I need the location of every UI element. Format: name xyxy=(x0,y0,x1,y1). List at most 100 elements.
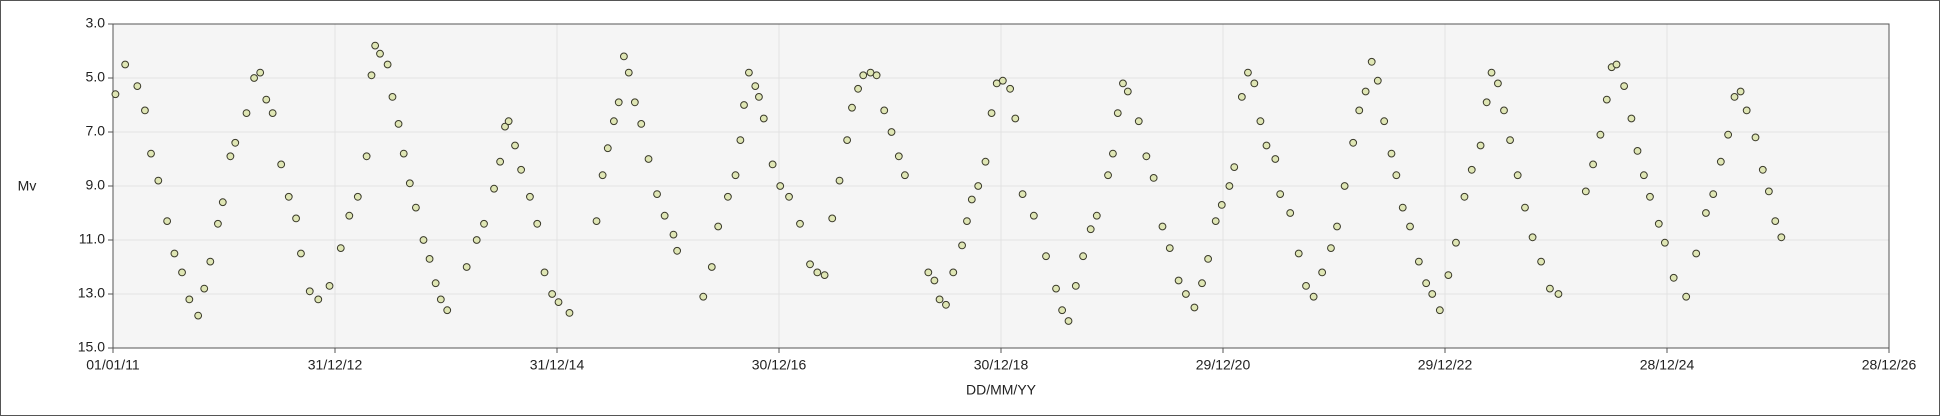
point xyxy=(242,109,251,117)
point xyxy=(894,152,903,161)
point xyxy=(1079,252,1088,261)
point xyxy=(1134,117,1143,126)
x-tick-label: 01/01/11 xyxy=(86,357,140,373)
point xyxy=(1669,273,1678,282)
point xyxy=(1302,282,1310,290)
point xyxy=(411,203,420,212)
point xyxy=(1537,257,1545,266)
point xyxy=(170,249,179,258)
point xyxy=(121,60,130,69)
point xyxy=(194,311,203,320)
point xyxy=(443,306,452,315)
point xyxy=(1225,182,1234,190)
point xyxy=(292,214,300,223)
point xyxy=(1198,279,1206,288)
x-tick-label: 28/12/24 xyxy=(1640,357,1695,373)
point xyxy=(490,184,498,193)
point xyxy=(231,138,240,147)
point xyxy=(540,268,549,277)
point xyxy=(1758,165,1767,174)
point xyxy=(828,214,837,223)
point xyxy=(744,68,753,77)
point xyxy=(603,144,612,153)
point xyxy=(1554,290,1563,298)
point xyxy=(1736,87,1745,96)
point xyxy=(768,160,777,169)
x-tick-label: 30/12/18 xyxy=(974,357,1029,373)
point xyxy=(376,49,384,58)
point xyxy=(653,190,661,199)
point xyxy=(755,93,763,101)
point xyxy=(436,295,445,304)
point xyxy=(383,60,392,69)
point xyxy=(305,287,314,296)
point xyxy=(218,198,227,207)
point xyxy=(1646,192,1654,201)
point xyxy=(1011,114,1020,123)
point xyxy=(371,41,380,50)
point xyxy=(1428,290,1437,298)
point xyxy=(256,68,265,77)
point xyxy=(1327,244,1335,253)
point xyxy=(472,236,481,244)
point xyxy=(1751,133,1760,142)
point xyxy=(1654,219,1663,228)
point xyxy=(1612,60,1621,69)
point xyxy=(345,211,354,220)
point xyxy=(1361,87,1370,96)
point xyxy=(1286,209,1295,217)
point xyxy=(1071,282,1080,290)
point xyxy=(185,295,194,304)
point xyxy=(1692,249,1701,258)
point xyxy=(1158,222,1167,231)
point xyxy=(736,136,745,145)
point xyxy=(250,74,259,82)
point xyxy=(419,236,428,244)
point xyxy=(431,279,440,288)
point xyxy=(1355,106,1364,115)
point xyxy=(1119,79,1127,88)
point xyxy=(751,82,760,90)
point xyxy=(480,219,488,228)
point xyxy=(1764,187,1773,196)
point xyxy=(1422,279,1431,288)
x-axis-label: DD/MM/YY xyxy=(966,382,1037,398)
point xyxy=(981,157,990,166)
point xyxy=(367,71,376,80)
point xyxy=(1250,79,1259,88)
x-tick-label: 31/12/14 xyxy=(530,357,585,373)
point xyxy=(517,165,526,174)
y-tick-label: 3.0 xyxy=(86,15,106,31)
point xyxy=(974,182,983,190)
point xyxy=(226,152,235,161)
point xyxy=(1392,171,1401,180)
point xyxy=(740,101,748,109)
point xyxy=(1682,292,1691,301)
point xyxy=(820,271,829,280)
point xyxy=(1042,252,1050,261)
point xyxy=(501,122,509,131)
point xyxy=(1639,171,1648,180)
point xyxy=(987,109,996,117)
point xyxy=(1123,87,1132,96)
point xyxy=(1340,182,1349,190)
point xyxy=(598,171,607,180)
point xyxy=(111,90,120,99)
point xyxy=(901,171,909,180)
point xyxy=(930,276,939,285)
point xyxy=(609,117,618,126)
y-tick-label: 11.0 xyxy=(79,231,105,247)
point xyxy=(998,76,1007,85)
point xyxy=(1244,68,1252,77)
point xyxy=(699,292,708,301)
point xyxy=(785,192,793,201)
point xyxy=(942,300,950,309)
point xyxy=(806,260,814,269)
point xyxy=(336,244,345,253)
point xyxy=(206,257,215,266)
point xyxy=(1104,171,1112,180)
point xyxy=(1333,222,1341,231)
point xyxy=(1086,225,1095,234)
point xyxy=(1211,217,1220,226)
